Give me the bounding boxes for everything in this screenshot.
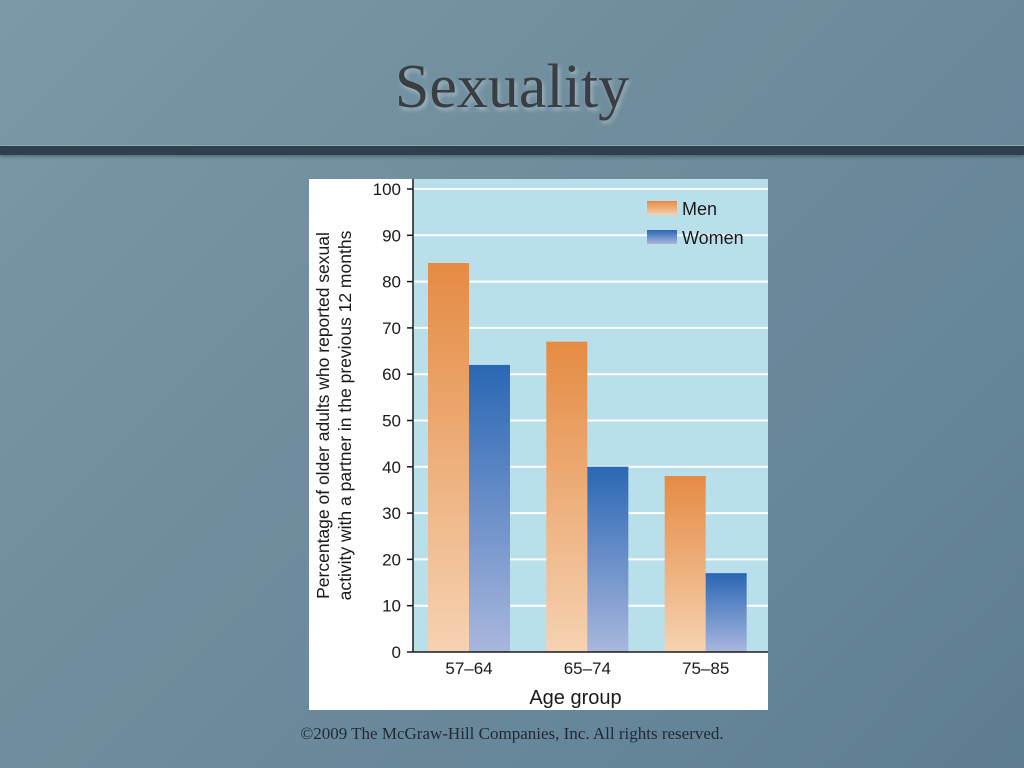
bar-women-1 <box>469 364 510 652</box>
x-axis-label: Age group <box>529 687 621 709</box>
y-tick-label: 40 <box>382 458 401 477</box>
bar-women-2 <box>587 466 629 652</box>
bar-men-2 <box>546 341 588 652</box>
x-tick-label: 57–64 <box>445 659 492 678</box>
bar-women-3 <box>705 573 747 652</box>
bar-men-1 <box>428 263 469 652</box>
chart-panel: 0 10 20 30 40 50 60 70 80 90 100 57–64 65–74 75–85 M… <box>309 179 768 710</box>
y-axis-label-line: Percentage of older adults who reported … <box>313 232 333 599</box>
y-tick-label: 0 <box>392 643 401 662</box>
bar-chart: 0 10 20 30 40 50 60 70 80 90 100 57–64 65–74 75–85 M… <box>313 179 768 709</box>
x-tick-label: 65–74 <box>564 659 611 678</box>
slide-title: Sexuality <box>394 53 630 121</box>
x-tick-label: 75–85 <box>682 659 729 678</box>
y-tick-label: 30 <box>382 504 401 523</box>
axes <box>412 179 768 653</box>
y-tick-label: 20 <box>382 550 401 569</box>
copyright-footer: ©2009 The McGraw-Hill Companies, Inc. Al… <box>300 724 724 743</box>
legend-label-men: Men <box>682 199 717 219</box>
y-tick-label: 80 <box>382 273 401 292</box>
y-tick-label: 90 <box>382 226 401 245</box>
y-tick-label: 70 <box>382 319 401 338</box>
y-tick-label: 50 <box>382 412 401 431</box>
y-axis-label-line: activity with a partner in the previous … <box>335 230 355 600</box>
y-tick-labels: 0 10 20 30 40 50 60 70 80 90 100 <box>373 180 413 662</box>
legend-label-women: Women <box>682 228 744 248</box>
legend: Men Women <box>647 199 744 248</box>
x-tick-labels: 57–64 65–74 75–85 <box>445 659 729 678</box>
y-tick-label: 10 <box>382 597 401 616</box>
bar-men-3 <box>664 476 706 652</box>
y-tick-label: 60 <box>382 365 401 384</box>
bars <box>428 263 747 652</box>
legend-swatch-women <box>647 230 677 244</box>
y-tick-label: 100 <box>373 180 401 199</box>
title-divider <box>0 145 1024 155</box>
y-axis-label: Percentage of older adults who reported … <box>313 230 355 600</box>
legend-swatch-men <box>647 201 677 215</box>
